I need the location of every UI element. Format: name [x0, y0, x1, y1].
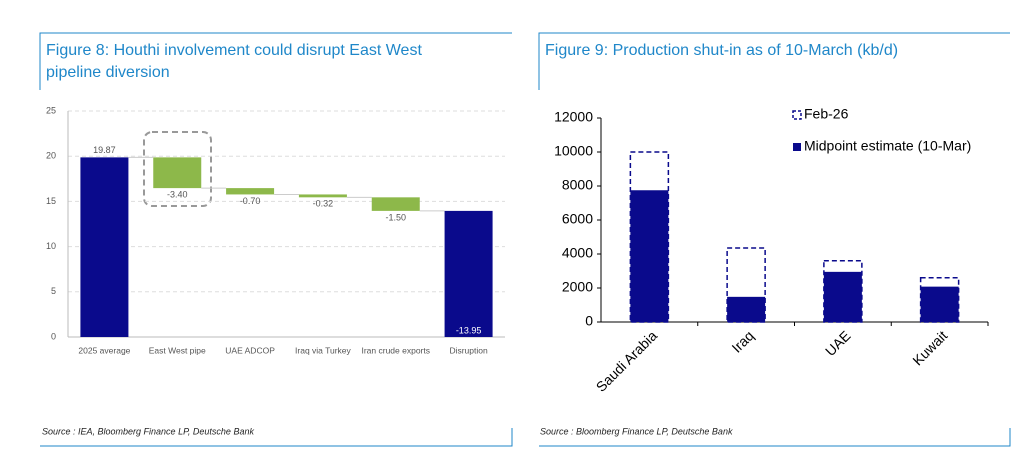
data-label: -0.32: [313, 199, 334, 209]
x-tick-label: UAE ADCOP: [225, 345, 275, 355]
data-label: 19.87: [93, 145, 116, 155]
y-tick-label: 10: [46, 241, 56, 251]
frame: [39, 32, 512, 90]
data-label: -0.70: [240, 196, 261, 206]
x-tick-label: 2025 average: [78, 345, 130, 355]
highlight-box: [143, 131, 212, 207]
bar: [298, 194, 347, 198]
bar: [371, 197, 420, 211]
data-label: -3.40: [167, 189, 188, 199]
y-tick-label: 12000: [554, 109, 593, 125]
source: Source : Bloomberg Finance LP, Deutsche …: [540, 426, 733, 436]
data-label: -13.95: [456, 325, 482, 335]
y-tick-label: 15: [46, 196, 56, 206]
panel-frames: [39, 32, 1011, 447]
y-tick-label: 25: [46, 105, 56, 115]
frame: [40, 428, 513, 447]
y-tick-label: 20: [46, 151, 56, 161]
y-tick-label: 0: [585, 313, 593, 329]
y-tick-label: 8000: [562, 177, 593, 193]
bar: [823, 271, 862, 322]
legend-marker: [793, 143, 801, 151]
x-tick-label: Iraq: [728, 327, 756, 355]
x-tick-label: Iran crude exports: [361, 345, 430, 355]
bar: [444, 210, 493, 337]
y-tick-label: 6000: [562, 211, 593, 227]
legend-marker: [792, 110, 802, 120]
frame: [539, 428, 1011, 447]
bar: [727, 296, 766, 322]
x-tick-label: East West pipe: [149, 345, 206, 355]
data-label: -1.50: [385, 212, 406, 222]
y-tick-label: 4000: [562, 245, 593, 261]
bar: [80, 157, 129, 337]
y-tick-label: 0: [51, 331, 56, 341]
bar: [630, 190, 669, 322]
legend-label: Feb-26: [804, 106, 849, 122]
y-tick-label: 2000: [562, 279, 593, 295]
bar: [226, 188, 275, 195]
legend-label: Midpoint estimate (10-Mar): [804, 138, 971, 154]
x-tick-label: Kuwait: [909, 327, 950, 368]
chart-title: Figure 9: Production shut-in as of 10-Ma…: [545, 42, 898, 59]
x-tick-label: UAE: [822, 327, 854, 359]
source: Source : IEA, Bloomberg Finance LP, Deut…: [42, 426, 254, 436]
frame: [538, 32, 1010, 90]
bar: [920, 286, 959, 322]
bar: [153, 157, 202, 189]
x-tick-label: Saudi Arabia: [593, 327, 661, 395]
y-tick-label: 5: [51, 286, 56, 296]
x-tick-label: Iraq via Turkey: [295, 345, 351, 355]
y-tick-label: 10000: [554, 143, 593, 159]
x-tick-label: Disruption: [449, 345, 488, 355]
chart-title: pipeline diversion: [46, 64, 170, 81]
chart-title: Figure 8: Houthi involvement could disru…: [46, 42, 422, 59]
